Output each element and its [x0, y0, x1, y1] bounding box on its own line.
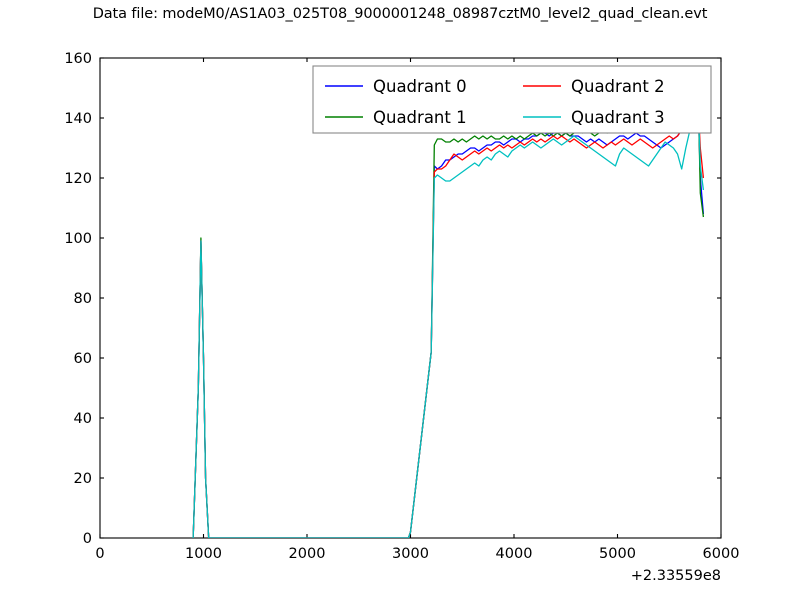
legend-label: Quadrant 0: [373, 77, 467, 96]
y-tick-label: 20: [74, 471, 92, 487]
x-tick-label: 4000: [496, 546, 533, 562]
tick-marks: [99, 57, 722, 539]
y-tick-label: 60: [74, 351, 92, 367]
x-tick-label: 1000: [185, 546, 222, 562]
chart-legend[interactable]: Quadrant 0 Quadrant 1 Quadrant 2 Quadrant 3: [312, 65, 712, 134]
y-tick-label: 160: [64, 51, 92, 67]
legend-label: Quadrant 1: [373, 108, 467, 127]
x-axis-tick-labels: 0 1000 2000 3000 4000 5000 6000: [95, 546, 739, 562]
y-axis-tick-labels: 0 20 40 60 80 100 120 140 160: [64, 51, 92, 547]
legend-background: [312, 65, 712, 134]
x-tick-label: 2000: [289, 546, 326, 562]
x-tick-label: 0: [95, 546, 104, 562]
y-tick-label: 120: [64, 171, 92, 187]
x-tick-label: 5000: [599, 546, 636, 562]
y-tick-label: 100: [64, 231, 92, 247]
x-tick-label: 6000: [703, 546, 740, 562]
series-line-3: [192, 102, 705, 538]
x-tick-label: 3000: [392, 546, 429, 562]
x-axis-offset-label: +2.33559e8: [631, 568, 721, 584]
legend-label: Quadrant 2: [571, 77, 665, 96]
y-tick-label: 40: [74, 411, 92, 427]
y-tick-label: 0: [83, 531, 92, 547]
legend-label: Quadrant 3: [571, 108, 665, 127]
y-tick-label: 80: [74, 291, 92, 307]
page-title: Data file: modeM0/AS1A03_025T08_90000012…: [92, 6, 708, 22]
y-tick-label: 140: [64, 111, 92, 127]
series-line-2: [192, 105, 705, 538]
